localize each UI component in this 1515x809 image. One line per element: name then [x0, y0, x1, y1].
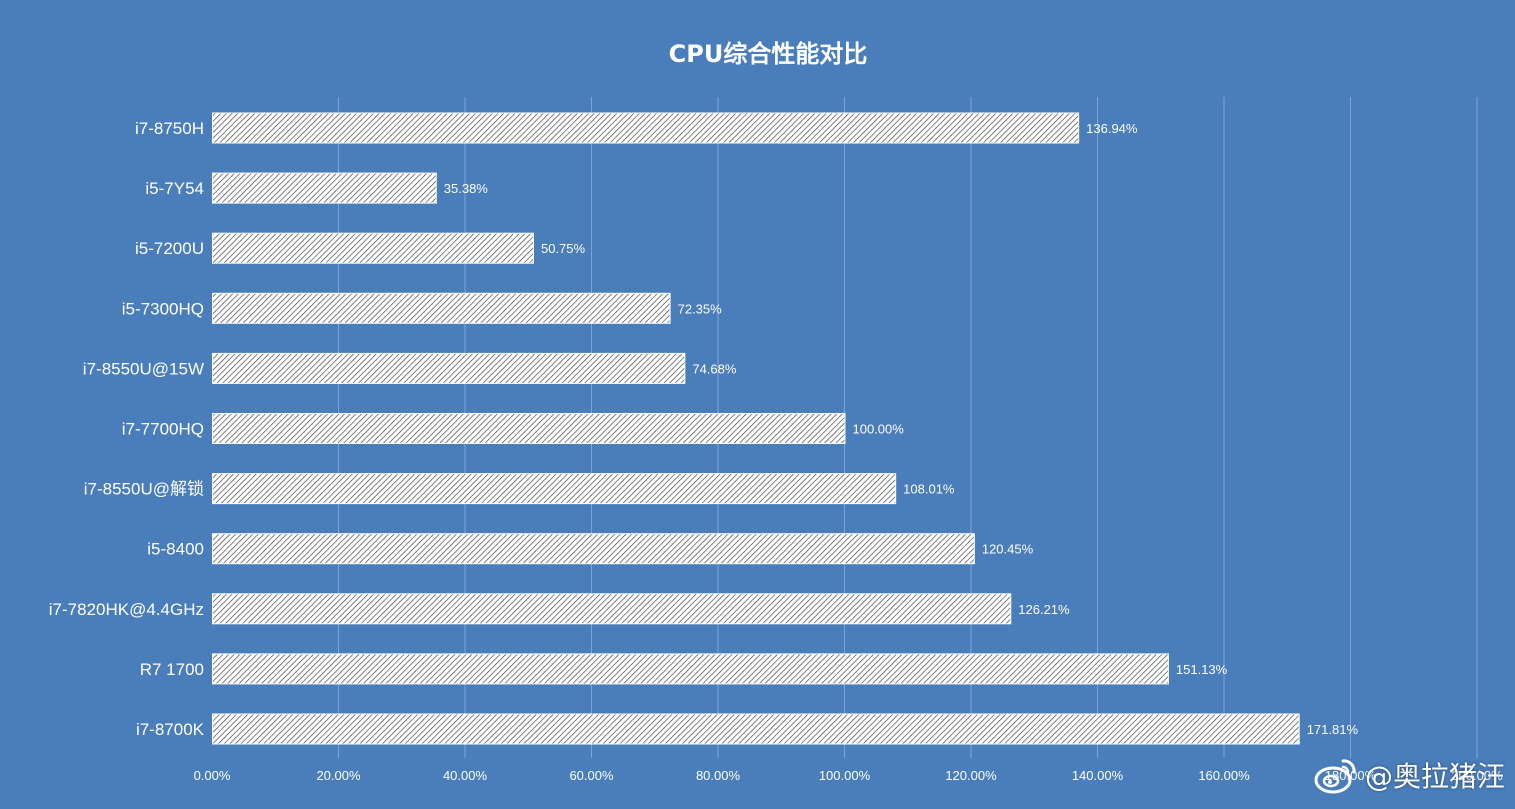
x-tick-label: 160.00%	[1198, 768, 1250, 783]
value-label: 108.01%	[903, 482, 955, 497]
category-label: i7-8750H	[135, 119, 204, 138]
x-tick-label: 60.00%	[569, 768, 614, 783]
category-label: i7-8550U@解锁	[84, 480, 204, 499]
category-label: i5-7200U	[135, 239, 204, 258]
value-labels: 136.94% 35.38% 50.75% 72.35% 74.68% 100.00% 10…	[444, 121, 1359, 737]
weibo-icon	[1314, 759, 1356, 794]
value-label: 136.94%	[1086, 121, 1138, 136]
value-label: 35.38%	[444, 181, 489, 196]
value-label: 72.35%	[678, 301, 723, 316]
bar	[212, 232, 534, 264]
x-tick-label: 120.00%	[945, 768, 997, 783]
x-tick-label: 200.00%	[1451, 768, 1503, 783]
category-label: i7-7700HQ	[122, 420, 204, 439]
category-labels: i7-8750H i5-7Y54 i5-7200U i5-7300HQ i7-8550U…	[49, 119, 205, 739]
value-label: 100.00%	[853, 422, 905, 437]
x-tick-label: 40.00%	[443, 768, 488, 783]
bar	[212, 172, 437, 204]
x-tick-label: 100.00%	[819, 768, 871, 783]
bars	[212, 112, 1300, 745]
chart-title: CPU综合性能对比	[669, 40, 868, 68]
x-tick-label: 0.00%	[194, 768, 231, 783]
category-label: i5-7300HQ	[122, 299, 204, 318]
category-label: i7-7820HK@4.4GHz	[49, 600, 204, 619]
value-label: 126.21%	[1018, 602, 1070, 617]
x-tick-label: 140.00%	[1072, 768, 1124, 783]
bar	[212, 292, 671, 324]
category-label: R7 1700	[140, 660, 204, 679]
value-label: 151.13%	[1176, 662, 1228, 677]
value-label: 50.75%	[541, 241, 586, 256]
bar	[212, 653, 1169, 685]
value-label: 120.45%	[982, 542, 1034, 557]
bar	[212, 713, 1300, 745]
bar	[212, 112, 1080, 144]
watermark-text: @奥拉猪汪	[1364, 760, 1505, 793]
category-label: i5-8400	[147, 540, 204, 559]
watermark: @奥拉猪汪	[1313, 755, 1505, 795]
bar	[212, 593, 1012, 625]
category-label: i7-8550U@15W	[83, 359, 204, 378]
bar	[212, 533, 975, 565]
value-label: 74.68%	[692, 361, 737, 376]
bar	[212, 473, 897, 505]
category-label: i5-7Y54	[145, 179, 204, 198]
bar	[212, 352, 686, 384]
x-tick-label: 20.00%	[316, 768, 361, 783]
x-tick-label: 80.00%	[696, 768, 741, 783]
x-axis-ticks: 0.00% 20.00% 40.00% 60.00% 80.00% 100.00% 120.…	[194, 768, 1504, 783]
value-label: 171.81%	[1307, 722, 1359, 737]
category-label: i7-8700K	[136, 720, 205, 739]
bar	[212, 413, 846, 444]
